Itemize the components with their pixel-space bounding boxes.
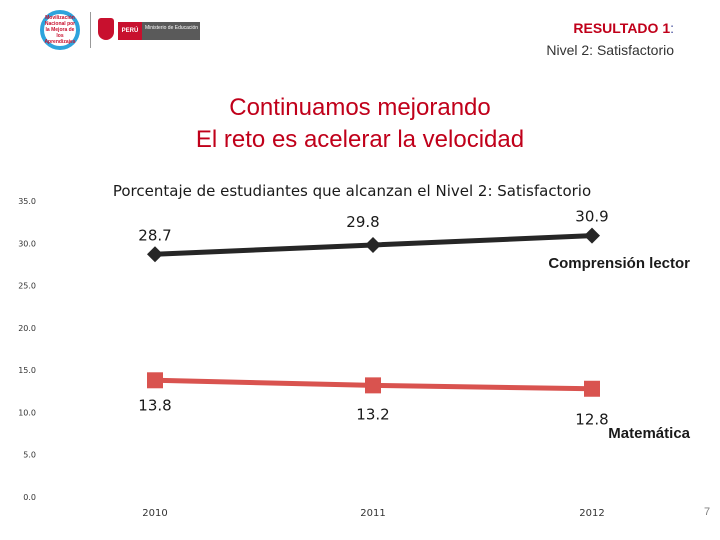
peru-shield-icon — [98, 18, 114, 40]
x-tick-label: 2012 — [579, 508, 604, 519]
data-label-lectura: 28.7 — [138, 226, 171, 244]
data-label-matematica: 12.8 — [575, 411, 608, 429]
series-label-matematica: Matemática — [608, 425, 690, 442]
data-point-lectura — [584, 227, 600, 244]
data-label-matematica: 13.2 — [356, 405, 389, 423]
y-tick-label: 10.0 — [18, 408, 36, 417]
y-tick-label: 35.0 — [18, 197, 36, 206]
data-point-matematica — [584, 380, 600, 397]
result-title-suffix: : — [670, 20, 674, 36]
chart-title: Porcentaje de estudiantes que alcanzan e… — [113, 182, 591, 200]
data-point-lectura — [365, 236, 381, 253]
headline-line-2: El reto es acelerar la velocidad — [195, 126, 525, 153]
x-tick-label: 2011 — [360, 508, 385, 519]
ministry-label: Ministerio de Educación — [142, 22, 200, 40]
result-title: RESULTADO 1: — [573, 20, 674, 36]
data-point-lectura — [147, 246, 163, 263]
y-tick-label: 30.0 — [18, 239, 36, 248]
data-label-matematica: 13.8 — [138, 396, 171, 414]
page-number: 7 — [704, 506, 711, 518]
y-tick-label: 25.0 — [18, 282, 36, 291]
logo-badge-text: Movilización Nacional por la Mejora de l… — [44, 15, 76, 45]
logo-divider — [90, 12, 91, 48]
y-tick-label: 5.0 — [23, 451, 36, 460]
data-label-lectura: 29.8 — [346, 213, 379, 231]
headline: Continuamos mejorando El reto es acelera… — [0, 92, 720, 156]
data-point-matematica — [147, 372, 163, 389]
movilizacion-logo: Movilización Nacional por la Mejora de l… — [40, 10, 80, 50]
y-tick-label: 20.0 — [18, 324, 36, 333]
peru-label: PERÚ — [118, 22, 142, 40]
result-title-text: RESULTADO 1 — [573, 20, 671, 36]
result-subtitle: Nivel 2: Satisfactorio — [546, 42, 674, 58]
data-label-lectura: 30.9 — [575, 208, 608, 226]
logo-bar: Movilización Nacional por la Mejora de l… — [30, 10, 210, 50]
y-tick-label: 15.0 — [18, 366, 36, 375]
y-tick-label: 0.0 — [23, 493, 36, 502]
series-label-lectura: Comprensión lector — [548, 255, 690, 272]
headline-line-1: Continuamos mejorando — [229, 94, 491, 121]
x-tick-label: 2010 — [142, 508, 167, 519]
data-point-matematica — [365, 377, 381, 394]
